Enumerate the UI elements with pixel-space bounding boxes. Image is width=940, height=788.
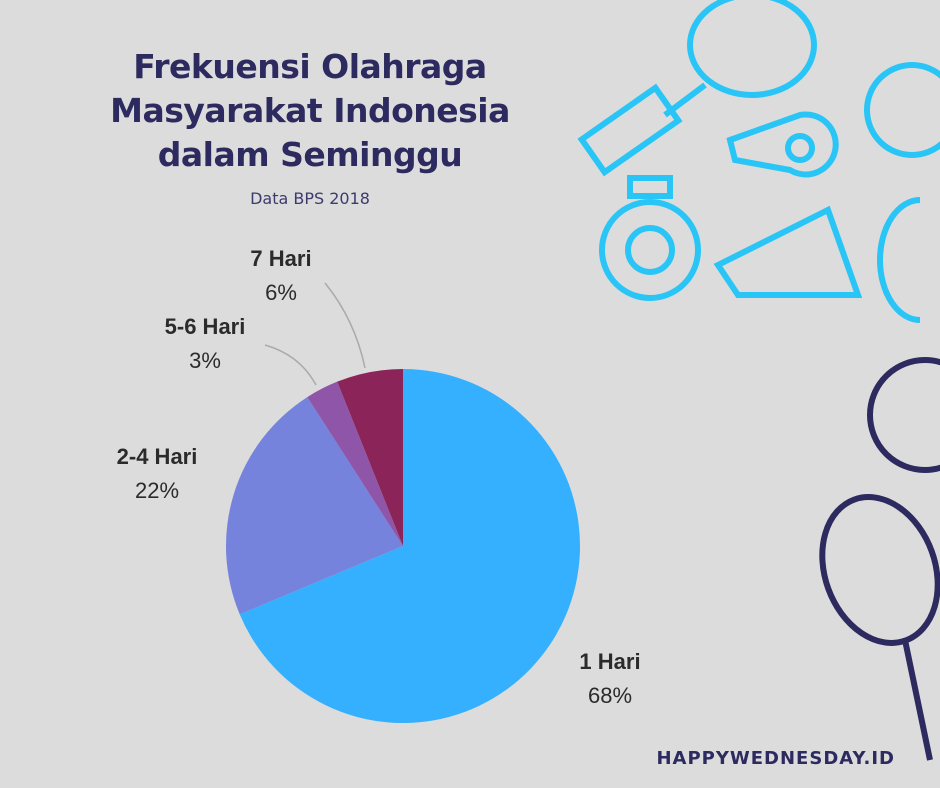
pie-slice (225, 397, 403, 615)
slice-label: 7 Hari (250, 246, 311, 271)
source: HAPPYWEDNESDAY.ID (656, 748, 895, 769)
pie-slice (337, 369, 403, 546)
chart-subtitle: Data BPS 2018 (250, 189, 370, 208)
slice-label: 2-4 Hari (117, 444, 198, 469)
value-label: 68% (588, 683, 632, 708)
slice-label: 1 Hari (579, 649, 640, 674)
pie-slice (239, 369, 580, 723)
leader-line (264, 344, 317, 386)
slice-label: 5-6 Hari (165, 314, 246, 339)
leader-line (324, 282, 366, 369)
value-label: 3% (189, 348, 221, 373)
chart-title: Frekuensi Olahraga Masyarakat Indonesia … (110, 47, 510, 174)
value-label: 6% (265, 280, 297, 305)
pie-slice (307, 381, 403, 546)
decoration (577, 0, 940, 761)
value-label: 22% (135, 478, 179, 503)
